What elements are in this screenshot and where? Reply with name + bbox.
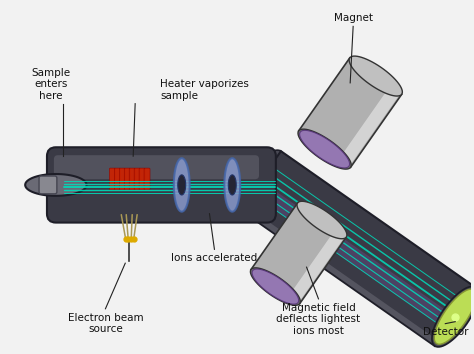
FancyBboxPatch shape [124,168,130,190]
Polygon shape [434,289,474,344]
Polygon shape [339,86,401,166]
Polygon shape [240,204,438,346]
Text: Sample
enters
here: Sample enters here [31,68,71,101]
FancyBboxPatch shape [47,147,276,223]
Polygon shape [174,158,190,212]
Polygon shape [251,181,455,330]
FancyBboxPatch shape [39,176,57,194]
Polygon shape [252,269,299,304]
FancyBboxPatch shape [144,168,150,190]
Polygon shape [25,174,87,196]
Polygon shape [289,229,345,303]
Text: Detector: Detector [422,327,468,337]
Polygon shape [300,130,350,168]
Text: Magnetic field
deflects lightest
ions most: Magnetic field deflects lightest ions mo… [276,303,361,336]
FancyBboxPatch shape [54,155,259,179]
Text: Ions accelerated: Ions accelerated [171,253,257,263]
Polygon shape [228,175,236,195]
FancyBboxPatch shape [114,168,120,190]
FancyBboxPatch shape [129,168,135,190]
FancyBboxPatch shape [119,168,125,190]
Polygon shape [299,58,402,167]
Text: Electron beam
source: Electron beam source [68,313,143,334]
Text: Magnet: Magnet [334,13,373,23]
Polygon shape [250,268,301,305]
Polygon shape [237,150,284,211]
Polygon shape [349,56,402,96]
Text: Heater vaporizes
sample: Heater vaporizes sample [160,79,249,101]
Polygon shape [251,203,346,304]
Polygon shape [298,129,351,169]
Polygon shape [224,158,240,212]
Polygon shape [240,151,474,346]
FancyBboxPatch shape [139,168,145,190]
FancyBboxPatch shape [134,168,140,190]
FancyBboxPatch shape [109,168,115,190]
Polygon shape [432,286,474,347]
Polygon shape [297,201,347,239]
Polygon shape [178,175,186,195]
